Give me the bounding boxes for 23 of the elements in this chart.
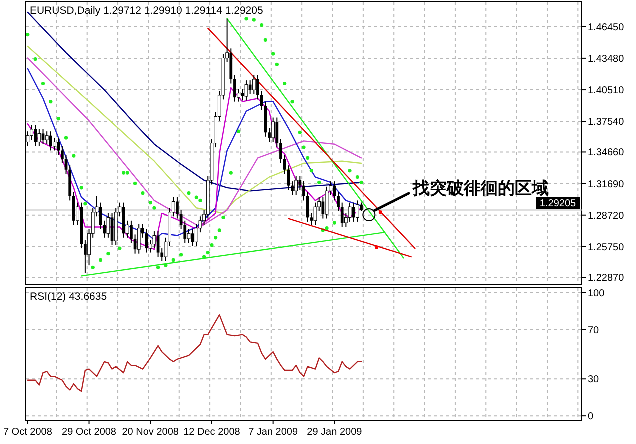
y-tick-label: 100 xyxy=(588,288,606,300)
chart-title: EURUSD,Daily 1.29712 1.29910 1.29114 1.29205 xyxy=(30,5,264,17)
y-tick-label: 1.43480 xyxy=(588,54,625,65)
y-tick-label: 30 xyxy=(588,374,600,386)
x-tick-label: 7 Jan 2009 xyxy=(248,427,298,438)
y-tick-label: 1.37540 xyxy=(588,117,625,128)
y-tick-label: 1.22870 xyxy=(588,273,625,284)
y-tick-label: 1.31690 xyxy=(588,179,625,190)
ref-line-label: 1.29205 xyxy=(540,198,577,210)
y-tick-label: 1.28720 xyxy=(588,210,625,222)
x-tick-label: 12 Dec 2008 xyxy=(184,427,241,438)
y-tick-label: 1.40510 xyxy=(588,86,625,97)
y-tick-label: 70 xyxy=(588,325,600,336)
x-tick-label: 7 Oct 2008 xyxy=(3,427,53,438)
x-tick-label: 29 Oct 2008 xyxy=(62,427,117,438)
y-tick-label: 1.46450 xyxy=(588,22,625,34)
y-tick-label: 0 xyxy=(588,412,594,423)
chart-title: RSI(12) 43.6635 xyxy=(30,291,108,303)
y-tick-label: 1.34660 xyxy=(588,148,625,159)
annotation: 找突破徘徊的区域 xyxy=(412,179,549,198)
y-tick-label: 1.25750 xyxy=(588,242,625,254)
x-tick-label: 29 Jan 2009 xyxy=(307,427,363,438)
x-tick-label: 20 Nov 2008 xyxy=(122,427,180,438)
